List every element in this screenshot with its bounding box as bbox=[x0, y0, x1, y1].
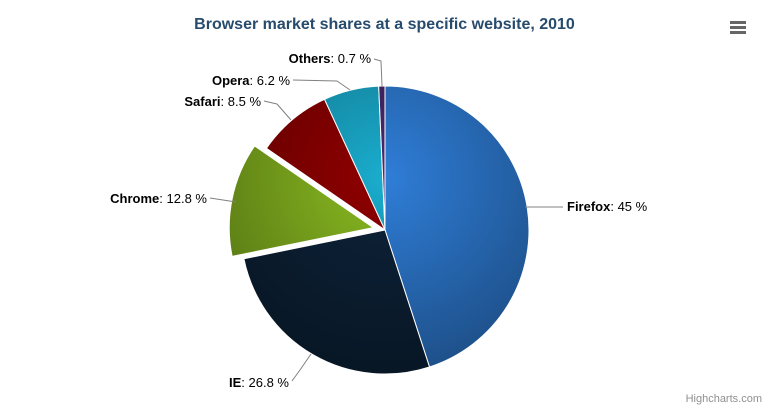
chart-title: Browser market shares at a specific webs… bbox=[194, 16, 575, 33]
label-connector-others bbox=[373, 58, 383, 87]
label-connector-chrome bbox=[209, 197, 237, 203]
pie-slice-ie[interactable] bbox=[243, 229, 431, 375]
hamburger-menu-icon bbox=[730, 20, 746, 24]
label-connector-safari bbox=[263, 100, 292, 121]
slice-label-safari: Safari: 8.5 % bbox=[184, 94, 261, 109]
export-menu-button[interactable] bbox=[728, 17, 748, 37]
hamburger-menu-icon bbox=[730, 30, 746, 34]
slice-label-ie: IE: 26.8 % bbox=[229, 375, 289, 390]
slice-label-chrome: Chrome: 12.8 % bbox=[110, 191, 207, 206]
pie-slice-chrome[interactable] bbox=[228, 145, 375, 257]
label-connector-opera bbox=[292, 79, 351, 91]
pie-slice-others[interactable] bbox=[378, 85, 386, 231]
slice-label-opera: Opera: 6.2 % bbox=[212, 73, 290, 88]
label-connector-ie bbox=[291, 353, 312, 382]
slice-label-firefox: Firefox: 45 % bbox=[567, 199, 648, 214]
hamburger-menu-icon bbox=[730, 25, 746, 29]
credits-link[interactable]: Highcharts.com bbox=[685, 393, 762, 405]
slice-label-others: Others: 0.7 % bbox=[289, 51, 372, 66]
